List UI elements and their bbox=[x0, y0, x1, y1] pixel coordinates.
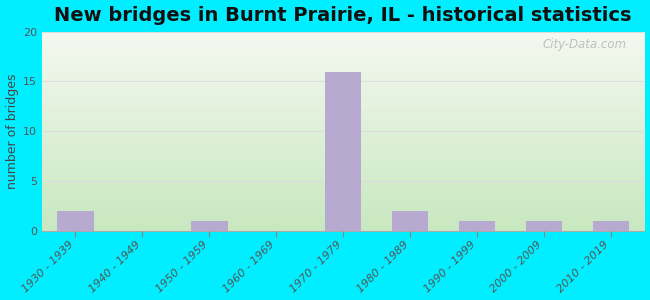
Bar bbox=[57, 211, 94, 231]
Bar bbox=[324, 71, 361, 231]
Bar bbox=[459, 221, 495, 231]
Bar bbox=[526, 221, 562, 231]
Title: New bridges in Burnt Prairie, IL - historical statistics: New bridges in Burnt Prairie, IL - histo… bbox=[55, 6, 632, 25]
Y-axis label: number of bridges: number of bridges bbox=[6, 74, 19, 189]
Text: City-Data.com: City-Data.com bbox=[542, 38, 627, 51]
Bar bbox=[392, 211, 428, 231]
Bar bbox=[190, 221, 228, 231]
Bar bbox=[593, 221, 629, 231]
